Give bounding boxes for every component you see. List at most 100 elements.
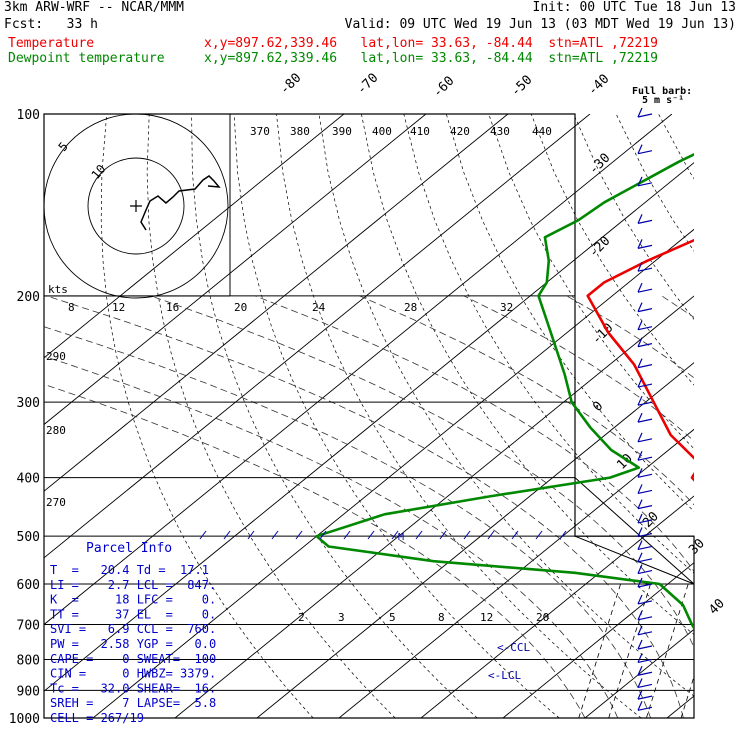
mixing-ratio-tick-label: 12 xyxy=(480,611,493,624)
wind-tick xyxy=(223,530,231,540)
dry-adiabat xyxy=(573,114,694,320)
wind-barb xyxy=(637,288,653,293)
wind-barb-flag xyxy=(637,412,643,423)
dry-adiabat xyxy=(403,114,694,574)
temperature-location: x,y=897.62,339.46 lat,lon= 33.63, -84.44… xyxy=(204,36,658,51)
wind-barb-flag xyxy=(637,302,643,312)
wind-barb-flag xyxy=(637,513,643,524)
isotherm-line xyxy=(174,295,694,718)
ccl-marker: <-CCL xyxy=(497,641,530,654)
wind-barb xyxy=(637,308,653,313)
forecast-hour: Fcst: 33 h xyxy=(4,17,98,32)
isotherm-tick-label: 30 xyxy=(686,536,708,558)
wind-barb xyxy=(637,706,653,711)
dry-adiabat xyxy=(276,114,642,718)
wind-barb-flag xyxy=(637,527,643,537)
wind-barb-flag xyxy=(637,499,643,509)
isotherm-line xyxy=(420,495,694,718)
hodograph-center-icon xyxy=(130,200,142,212)
isotherm-tick-label: -70 xyxy=(354,71,381,98)
profile-series xyxy=(315,153,694,631)
wind-barb xyxy=(637,695,653,700)
parcel-info-box: Parcel Info T = 20.4 Td = 17.1LI = 2.7 L… xyxy=(50,541,216,725)
wind-barb xyxy=(637,150,653,155)
isotherm-tick-label: -80 xyxy=(277,71,304,98)
hodograph-unit: kts xyxy=(48,283,68,296)
wind-barb-flag xyxy=(637,337,643,347)
moist-adiabat xyxy=(566,295,694,379)
plot-border xyxy=(43,113,695,719)
moist-adiabat xyxy=(44,326,651,718)
wind-barb xyxy=(637,600,653,605)
wind-barb xyxy=(637,683,653,689)
pressure-tick-label: 200 xyxy=(17,290,40,305)
wind-tick xyxy=(367,530,375,540)
wind-barb-flag xyxy=(637,484,643,494)
parcel-title: Parcel Info xyxy=(86,541,172,556)
parcel-row: TT = 37 EL = 0. xyxy=(50,607,216,621)
theta-tick-label: 410 xyxy=(410,125,430,138)
parcel-row: K = 18 LFC = 0. xyxy=(50,593,216,607)
speed-tick-label: 32 xyxy=(500,301,513,314)
isotherm-line xyxy=(44,114,509,492)
wind-barb xyxy=(637,489,653,495)
isotherm-tick-label: -40 xyxy=(585,72,612,99)
parcel-row: PW = 2.58 YGP = 0.0 xyxy=(50,637,216,651)
dry-adiabat xyxy=(318,114,694,697)
wind-barb xyxy=(637,219,653,224)
pressure-tick-label: 100 xyxy=(17,108,40,123)
speed-tick-label: 12 xyxy=(112,301,125,314)
wind-barb xyxy=(637,438,653,443)
isotherm-tick-label: -30 xyxy=(586,151,613,178)
wind-barb xyxy=(637,645,653,650)
wind-barb xyxy=(637,519,653,524)
wind-barb-flag xyxy=(637,107,643,118)
wind-barb-flag xyxy=(637,468,643,478)
wind-tick xyxy=(415,530,423,540)
wind-barb-flag xyxy=(637,540,643,550)
wind-barb xyxy=(637,583,653,588)
wind-barb-flag xyxy=(637,689,643,700)
wind-barb-flag xyxy=(637,358,643,368)
theta-tick-label: 280 xyxy=(46,424,66,437)
wind-tick xyxy=(295,530,303,540)
wind-barb-flag xyxy=(637,653,643,663)
mixing-ratio-tick-label: 20 xyxy=(536,611,549,624)
pressure-tick-label: 400 xyxy=(17,472,40,487)
wind-tick xyxy=(271,530,279,540)
moist-adiabat xyxy=(661,295,694,318)
model-title: 3km ARW-WRF -- NCAR/MMM xyxy=(4,0,185,15)
dry-adiabat xyxy=(361,114,694,636)
speed-tick-label: 28 xyxy=(404,301,417,314)
speed-tick-label: 8 xyxy=(68,301,75,314)
wind-tick xyxy=(463,530,471,540)
wind-barb xyxy=(637,418,653,423)
isotherm-tick-label: -60 xyxy=(430,74,457,101)
valid-time: Valid: 09 UTC Wed 19 Jun 13 (03 MDT Wed … xyxy=(344,17,736,32)
wind-barb-flag xyxy=(637,450,643,461)
parcel-row: T = 20.4 Td = 17.1 xyxy=(50,563,209,577)
wind-barb xyxy=(637,473,653,478)
plot-frame xyxy=(43,113,695,719)
wind-tick xyxy=(391,530,399,540)
wind-tick xyxy=(487,530,495,540)
wind-barb xyxy=(637,182,653,187)
wind-barb-flag xyxy=(637,282,643,293)
theta-tick-label: 430 xyxy=(490,125,510,138)
isotherm-tick-label: -50 xyxy=(508,73,535,100)
wind-barb-flag xyxy=(637,239,643,249)
wind-barb xyxy=(637,631,653,636)
temperature-legend: Temperature xyxy=(8,36,95,51)
barb-legend-unit: 5 m s⁻¹ xyxy=(642,95,684,106)
theta-tick-label: 420 xyxy=(450,125,470,138)
wind-barb xyxy=(637,113,653,118)
barb-panel-border xyxy=(574,477,695,585)
lcl-marker: <-LCL xyxy=(488,669,521,682)
wind-barb xyxy=(637,658,653,664)
theta-tick-label: 380 xyxy=(290,125,310,138)
wind-barb-flag xyxy=(637,678,643,688)
wind-barb-flag xyxy=(637,395,643,406)
dewpoint-location: x,y=897.62,339.46 lat,lon= 33.63, -84.44… xyxy=(204,51,658,66)
isotherm-line xyxy=(256,362,694,718)
parcel-row: CELL = 267/19 xyxy=(50,711,144,725)
